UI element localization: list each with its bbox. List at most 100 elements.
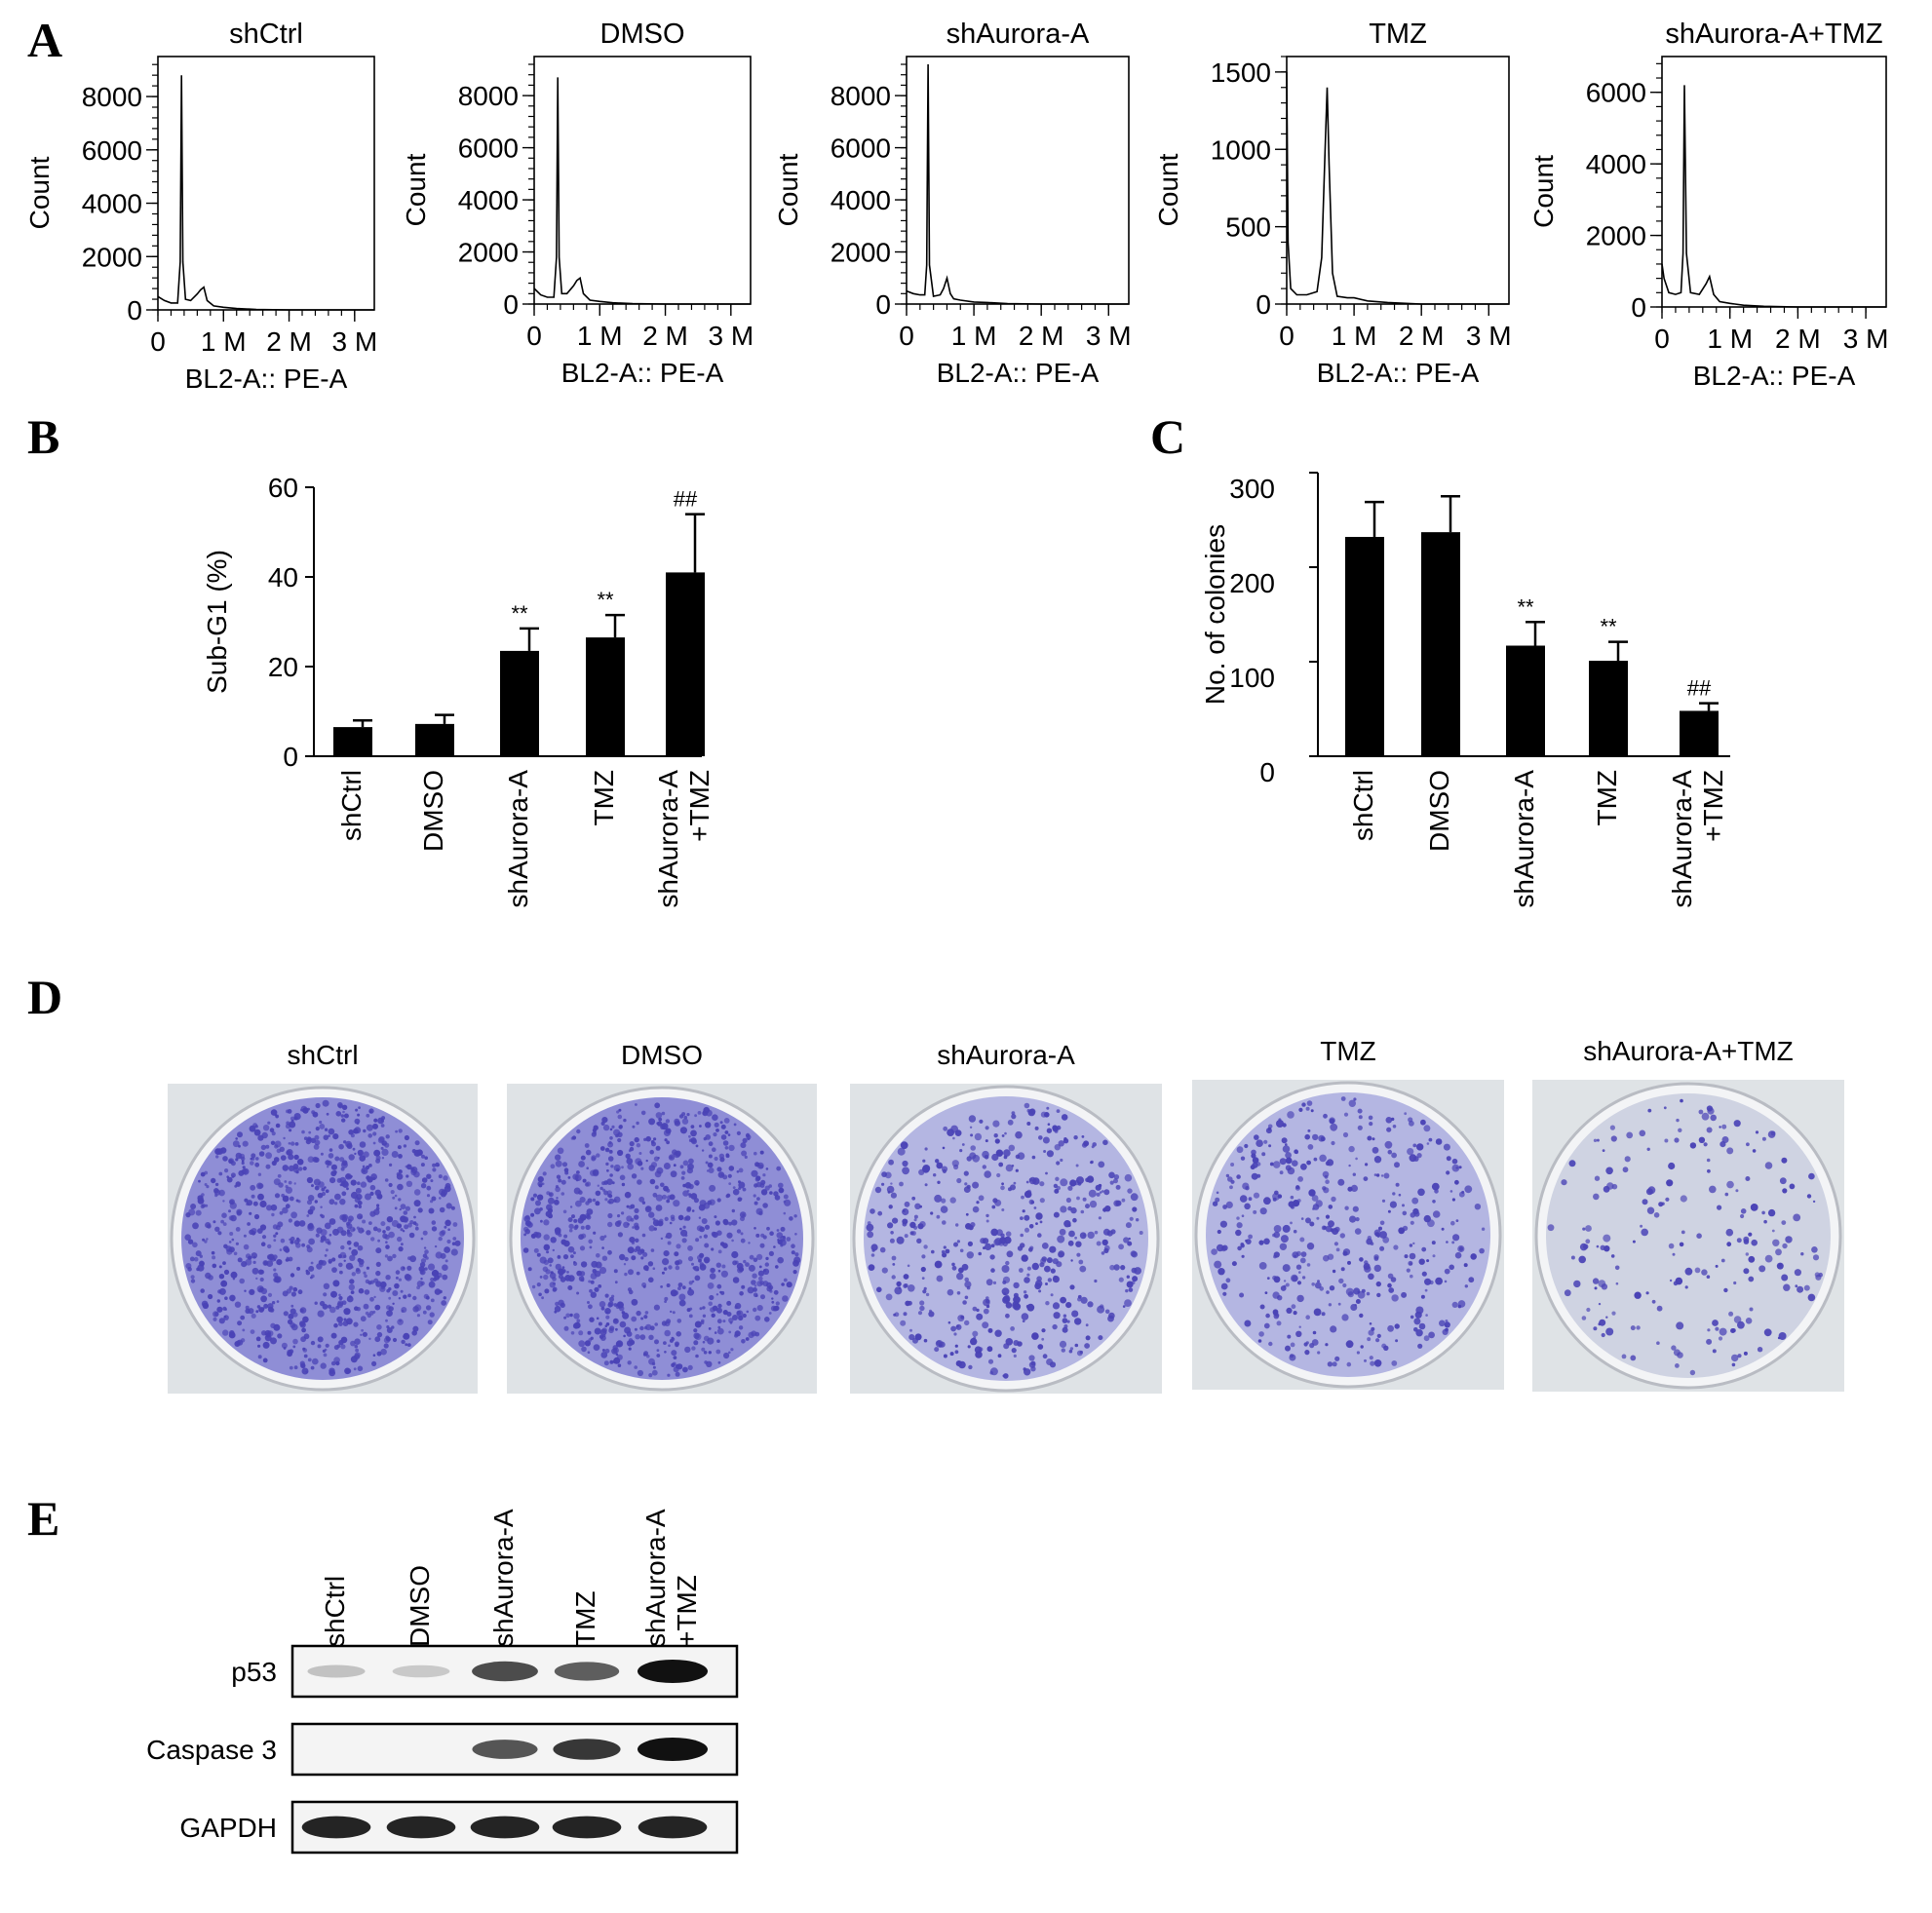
colony <box>592 1198 597 1203</box>
colony <box>297 1289 303 1295</box>
colony <box>604 1324 608 1327</box>
colony <box>1013 1354 1017 1358</box>
colony <box>547 1197 555 1205</box>
colony <box>689 1307 693 1311</box>
colony <box>1630 1325 1636 1331</box>
colony <box>585 1224 591 1231</box>
colony <box>755 1175 761 1181</box>
colony <box>599 1146 605 1151</box>
colony <box>574 1224 579 1229</box>
colony <box>1322 1170 1330 1178</box>
colony <box>665 1119 671 1124</box>
colony <box>1318 1134 1326 1142</box>
colony <box>1252 1157 1259 1164</box>
colony <box>1097 1305 1105 1314</box>
colony <box>1236 1174 1241 1179</box>
y-tick-label: 6000 <box>1586 78 1646 108</box>
colony <box>1094 1230 1099 1235</box>
colony <box>401 1243 404 1246</box>
colony <box>1028 1224 1034 1229</box>
colony <box>619 1253 626 1261</box>
colony <box>1028 1177 1033 1182</box>
colony <box>237 1257 243 1263</box>
y-tick-label: 0 <box>503 289 519 320</box>
colony <box>1736 1238 1742 1243</box>
colony <box>1079 1265 1087 1273</box>
colony <box>1332 1361 1337 1367</box>
colony <box>1357 1290 1361 1294</box>
colony <box>1041 1328 1046 1333</box>
colony <box>1282 1145 1291 1153</box>
colony <box>1120 1265 1126 1271</box>
colony <box>578 1330 584 1336</box>
colony <box>1416 1153 1422 1159</box>
colony <box>967 1345 971 1349</box>
colony <box>698 1258 702 1263</box>
colony <box>606 1190 612 1196</box>
colony <box>611 1125 615 1129</box>
colony <box>722 1243 728 1249</box>
colony <box>1311 1339 1319 1346</box>
colony <box>302 1166 307 1171</box>
y-tick-label: 0 <box>1256 289 1271 320</box>
colony <box>385 1244 390 1249</box>
colony <box>605 1162 609 1167</box>
colony <box>198 1195 204 1202</box>
colony <box>314 1157 320 1163</box>
colony <box>613 1129 621 1136</box>
colony <box>296 1266 301 1271</box>
colony <box>409 1220 414 1225</box>
colony <box>1330 1325 1337 1333</box>
colony <box>1706 1338 1713 1345</box>
colony <box>653 1304 661 1311</box>
colony <box>959 1248 964 1253</box>
colony <box>1712 1320 1719 1326</box>
colony <box>317 1192 324 1199</box>
colony <box>1080 1296 1088 1304</box>
colony <box>924 1183 928 1187</box>
colony <box>333 1322 338 1328</box>
colony <box>1666 1179 1674 1187</box>
colony <box>1008 1144 1016 1152</box>
colony <box>1368 1115 1373 1121</box>
colony <box>702 1110 709 1117</box>
colony <box>615 1341 623 1348</box>
colony <box>217 1289 222 1294</box>
colony <box>672 1311 676 1315</box>
colony <box>769 1231 774 1236</box>
colony <box>662 1258 670 1266</box>
colony <box>542 1171 547 1176</box>
colony <box>623 1334 626 1338</box>
colony <box>1645 1188 1653 1196</box>
colony <box>588 1239 593 1244</box>
colony <box>1368 1273 1374 1281</box>
colony <box>1468 1277 1475 1283</box>
colony <box>1290 1221 1293 1225</box>
colony <box>885 1293 893 1301</box>
colony <box>324 1186 327 1189</box>
colony <box>1715 1326 1719 1331</box>
colony <box>405 1343 408 1347</box>
colony <box>1283 1280 1287 1282</box>
colony <box>635 1334 640 1340</box>
colony <box>280 1238 286 1243</box>
colony <box>288 1165 295 1171</box>
colony <box>587 1301 590 1304</box>
colony <box>375 1270 381 1277</box>
colony <box>676 1363 683 1370</box>
colony <box>350 1290 355 1294</box>
colony <box>666 1140 670 1145</box>
colony <box>375 1247 382 1254</box>
colony <box>328 1153 334 1159</box>
colony <box>444 1225 447 1229</box>
colony <box>1078 1259 1084 1265</box>
colony <box>595 1201 599 1205</box>
colony <box>639 1325 644 1331</box>
colony <box>355 1348 359 1353</box>
colony <box>392 1337 398 1343</box>
colony <box>348 1129 354 1135</box>
colony <box>308 1265 315 1272</box>
colony <box>794 1233 797 1236</box>
colony <box>293 1365 298 1370</box>
colony <box>1367 1337 1372 1342</box>
